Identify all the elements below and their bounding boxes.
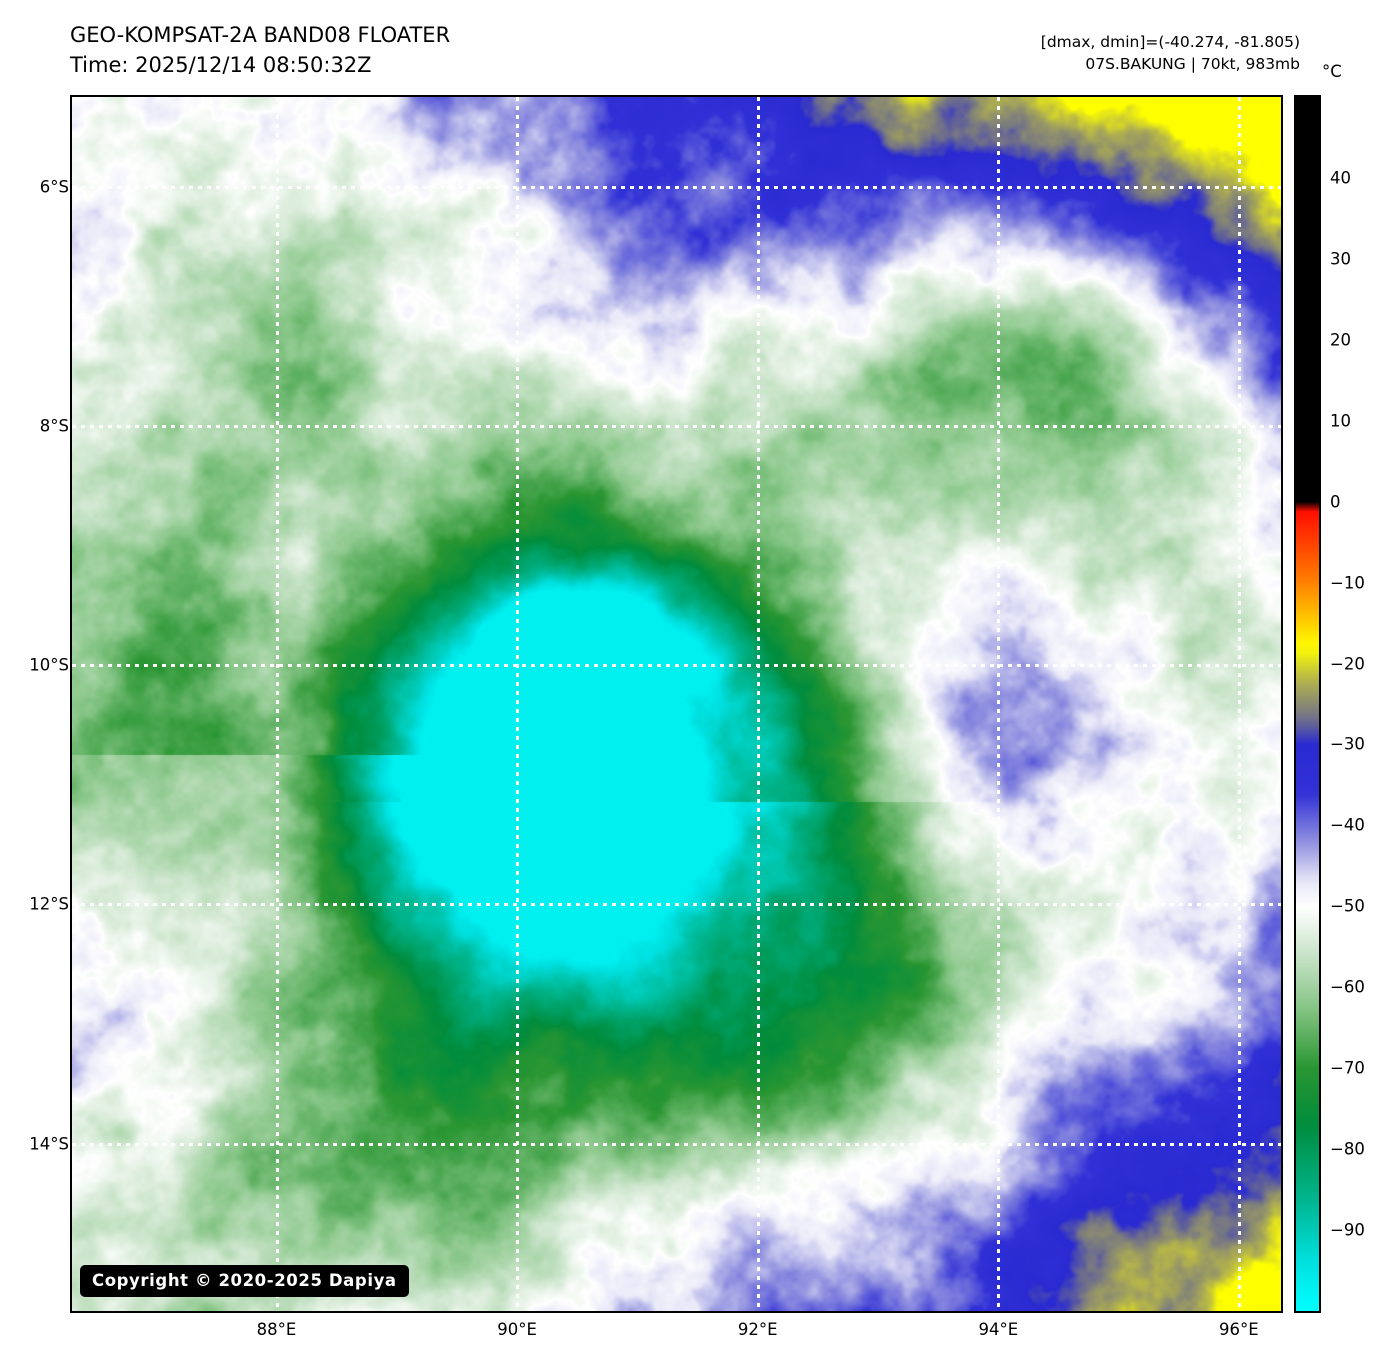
lon-tick-label-4: 96°E [1219,1320,1259,1339]
timestamp-label: Time: 2025/12/14 08:50:32Z [70,53,372,77]
lat-tick-label-2: 10°S [29,655,69,675]
colorbar-tick-10: −60 [1330,977,1365,997]
copyright-watermark: Copyright © 2020-2025 Dapiya [80,1265,409,1297]
colorbar-tick-9: −50 [1330,896,1365,916]
header-right: [dmax, dmin]=(-40.274, -81.805) 07S.BAKU… [1041,31,1300,75]
colorbar-tick-7: −30 [1330,734,1365,754]
lat-tick-label-1: 8°S [39,416,69,436]
page-title: GEO-KOMPSAT-2A BAND08 FLOATER [70,23,451,47]
colorbar-tick-11: −70 [1330,1058,1365,1078]
colorbar-tick-13: −90 [1330,1220,1365,1240]
lon-tick-label-3: 94°E [978,1320,1019,1339]
colorbar-unit-label: °C [1322,62,1342,81]
temperature-colorbar[interactable] [1294,95,1321,1313]
lon-tick-label-0: 88°E [256,1320,297,1339]
colorbar-tick-12: −80 [1330,1139,1365,1159]
colorbar-tick-5: −10 [1330,573,1365,593]
colorbar-tick-3: 10 [1330,411,1351,431]
storm-info-label: 07S.BAKUNG | 70kt, 983mb [1085,55,1300,73]
colorbar-gradient [1296,97,1319,1311]
lat-tick-label-3: 12°S [29,894,69,914]
satellite-image-plot[interactable]: Copyright © 2020-2025 Dapiya [70,95,1283,1313]
colorbar-tick-0: 40 [1330,168,1351,188]
satellite-infrared-raster [72,97,1281,1311]
lat-tick-label-4: 14°S [29,1134,69,1154]
colorbar-tick-4: 0 [1330,492,1341,512]
colorbar-tick-6: −20 [1330,654,1365,674]
colorbar-tick-2: 20 [1330,330,1351,350]
lat-tick-label-0: 6°S [39,177,69,197]
data-range-label: [dmax, dmin]=(-40.274, -81.805) [1040,33,1300,51]
colorbar-tick-1: 30 [1330,249,1351,269]
lon-tick-label-2: 92°E [737,1320,778,1339]
colorbar-tick-8: −40 [1330,815,1365,835]
lon-tick-label-1: 90°E [497,1320,537,1339]
header-left: GEO-KOMPSAT-2A BAND08 FLOATER Time: 2025… [70,20,450,80]
